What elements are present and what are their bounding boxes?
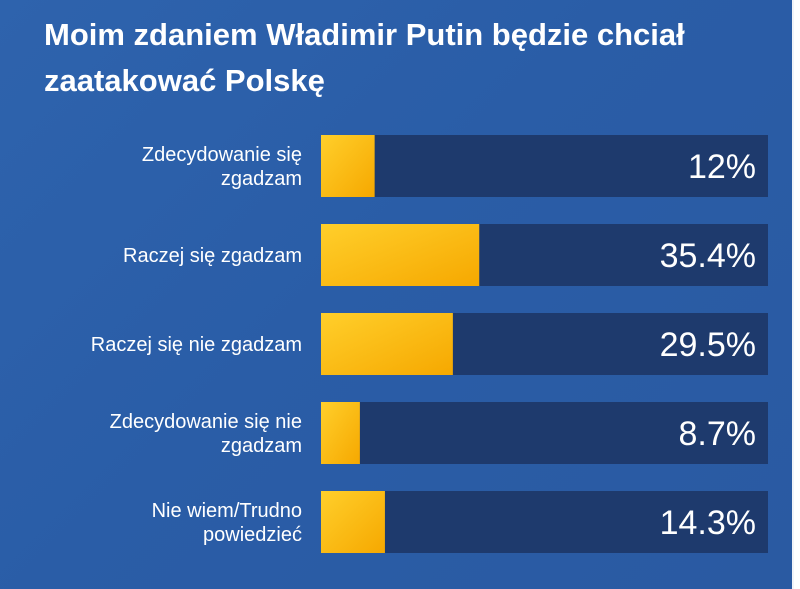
category-label: Zdecydowanie się nie zgadzam bbox=[110, 411, 302, 457]
bar bbox=[321, 135, 375, 197]
value-label: 14.3% bbox=[660, 504, 756, 542]
bar-track bbox=[321, 135, 768, 197]
bar bbox=[321, 402, 360, 464]
value-label: 29.5% bbox=[660, 326, 756, 364]
category-label: Nie wiem/Trudno powiedzieć bbox=[152, 500, 302, 546]
chart-title: Moim zdaniem Władimir Putin będzie chcia… bbox=[44, 17, 685, 98]
bar-track bbox=[321, 402, 768, 464]
category-label: Zdecydowanie się zgadzam bbox=[142, 144, 302, 190]
bar bbox=[321, 224, 480, 286]
value-label: 12% bbox=[688, 148, 756, 186]
category-label: Raczej się nie zgadzam bbox=[91, 334, 302, 356]
value-label: 8.7% bbox=[679, 415, 757, 453]
bar bbox=[321, 313, 453, 375]
value-label: 35.4% bbox=[660, 237, 756, 275]
bar-track bbox=[321, 491, 768, 553]
category-label: Raczej się zgadzam bbox=[123, 245, 302, 267]
bar bbox=[321, 491, 385, 553]
